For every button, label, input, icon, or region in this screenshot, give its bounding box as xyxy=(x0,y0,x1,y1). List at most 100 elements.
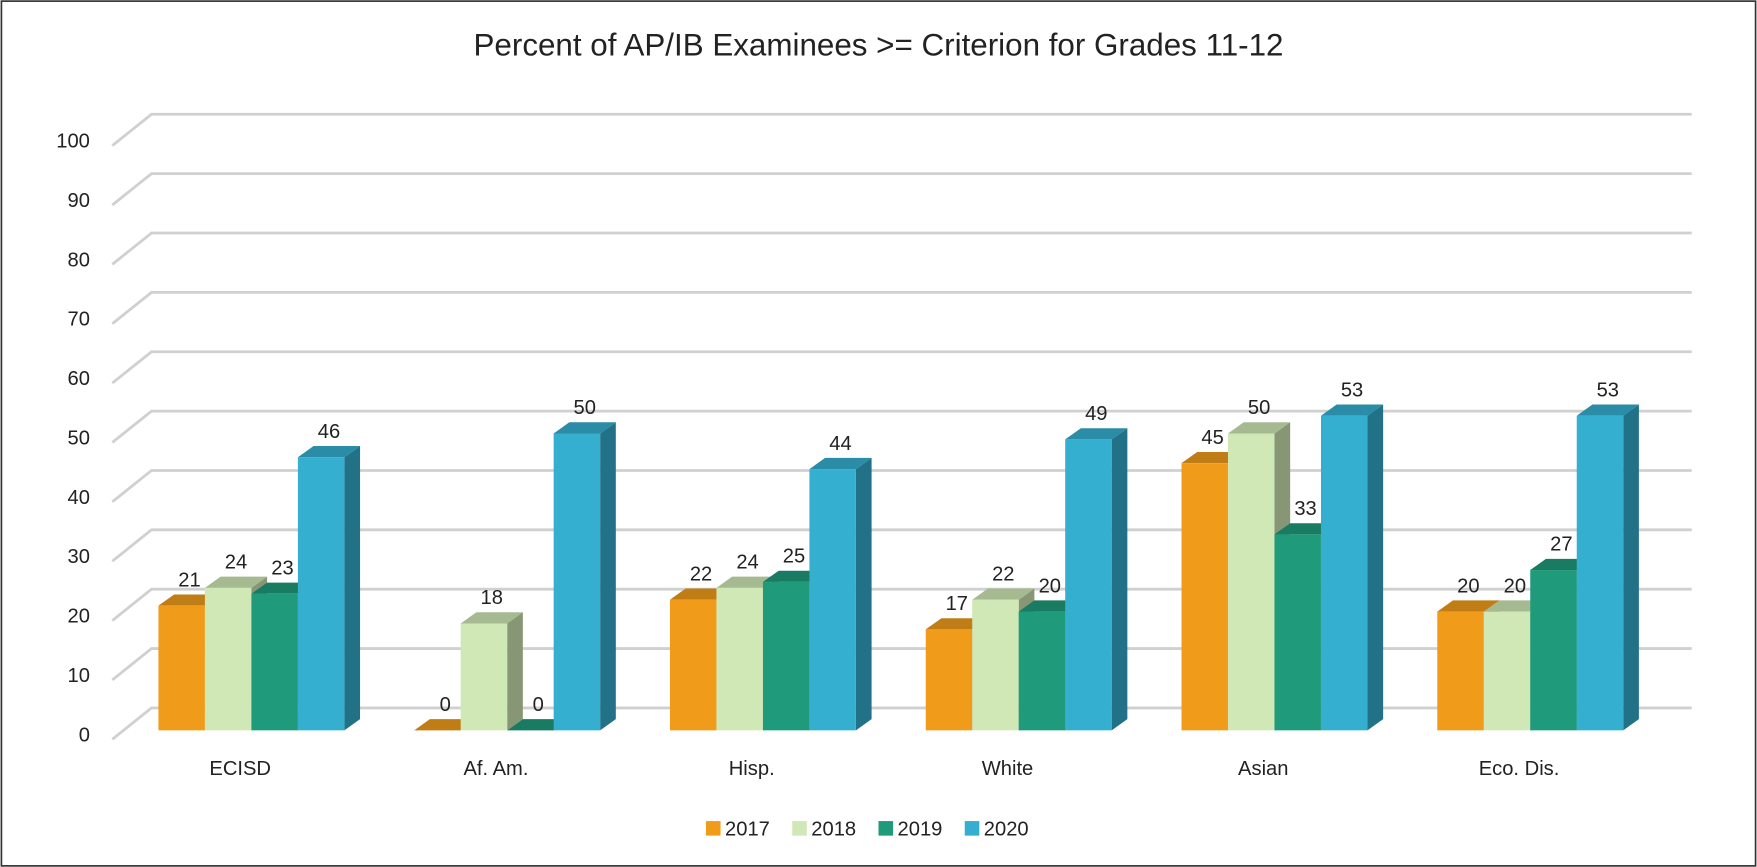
value-label: 21 xyxy=(178,569,200,591)
y-tick-label: 10 xyxy=(67,665,89,687)
bar-front xyxy=(1018,611,1066,731)
bar-front xyxy=(1227,433,1275,731)
bar-front xyxy=(669,599,717,731)
x-tick-label: White xyxy=(982,758,1034,780)
legend-label: 2020 xyxy=(984,818,1029,840)
bar-front xyxy=(1576,415,1624,731)
grid-line xyxy=(111,528,1692,563)
chart-title: Percent of AP/IB Examinees >= Criterion … xyxy=(474,27,1284,62)
bar-front xyxy=(1437,611,1484,731)
bar-side xyxy=(507,612,523,731)
bar-top xyxy=(972,588,1035,600)
bar-front xyxy=(251,593,298,731)
bar-front xyxy=(1320,415,1368,731)
value-label: 46 xyxy=(318,421,340,443)
bar-top xyxy=(460,612,523,624)
value-label: 24 xyxy=(225,552,247,574)
value-label: 53 xyxy=(1597,379,1619,401)
bar-side xyxy=(855,457,872,731)
value-label: 0 xyxy=(440,694,451,716)
legend-swatch xyxy=(792,821,807,836)
grid-line xyxy=(111,290,1692,325)
bar-front xyxy=(1483,611,1531,731)
bar xyxy=(297,446,361,731)
legend-label: 2018 xyxy=(811,818,856,840)
y-tick-label: 90 xyxy=(67,190,89,212)
bar-front xyxy=(809,469,856,731)
bar-side xyxy=(1367,404,1384,731)
bar-side xyxy=(1111,428,1128,731)
legend-swatch xyxy=(964,821,980,836)
value-label: 27 xyxy=(1550,534,1572,556)
value-label: 50 xyxy=(574,397,596,419)
bar-top xyxy=(1576,404,1639,416)
grid-line xyxy=(111,647,1692,682)
legend-swatch xyxy=(705,821,721,836)
bar-front xyxy=(925,629,973,731)
legend-swatch xyxy=(878,821,894,836)
bar-top xyxy=(809,457,872,470)
x-tick-label: Asian xyxy=(1238,758,1288,780)
bar-front xyxy=(716,587,763,731)
bar xyxy=(1065,428,1128,731)
legend-label: 2017 xyxy=(725,818,770,840)
value-label: 50 xyxy=(1248,397,1270,419)
value-label: 24 xyxy=(736,552,758,574)
value-label: 22 xyxy=(992,563,1014,585)
bar-side xyxy=(1623,404,1639,731)
grid-line xyxy=(111,231,1692,266)
bar-front xyxy=(1181,463,1228,731)
y-tick-label: 100 xyxy=(56,131,90,153)
bar xyxy=(1320,404,1384,731)
bar-front xyxy=(1274,534,1321,731)
value-label: 0 xyxy=(533,694,544,716)
bar-top xyxy=(204,576,268,588)
grid-line xyxy=(111,409,1692,444)
value-label: 20 xyxy=(1504,575,1526,597)
bar-side xyxy=(344,446,361,731)
value-label: 23 xyxy=(271,557,293,579)
y-tick-label: 20 xyxy=(67,606,89,628)
value-label: 53 xyxy=(1341,379,1363,401)
value-label: 25 xyxy=(783,546,805,568)
grid-line xyxy=(111,706,1692,741)
bar-front xyxy=(553,433,601,731)
bar-top xyxy=(1320,404,1384,416)
bar-top xyxy=(297,446,361,458)
bar-front xyxy=(1530,570,1577,731)
grid-line xyxy=(111,112,1692,147)
value-label: 49 xyxy=(1085,403,1107,425)
bar xyxy=(1576,404,1639,731)
value-label: 45 xyxy=(1201,427,1223,449)
bar-front xyxy=(204,587,252,731)
bar xyxy=(809,457,872,731)
y-tick-label: 40 xyxy=(67,487,89,509)
bar-front xyxy=(972,599,1019,731)
x-tick-label: ECISD xyxy=(209,758,271,780)
value-label: 18 xyxy=(481,587,503,609)
value-label: 20 xyxy=(1039,575,1061,597)
y-tick-label: 70 xyxy=(67,309,89,331)
y-tick-label: 60 xyxy=(67,368,89,390)
bar-front xyxy=(297,457,345,731)
bar-top xyxy=(553,422,616,434)
bar-front xyxy=(158,605,205,731)
x-tick-label: Af. Am. xyxy=(463,758,528,780)
bar-front xyxy=(460,623,508,731)
grid-line xyxy=(111,350,1692,385)
value-label: 22 xyxy=(690,563,712,585)
x-tick-label: Hisp. xyxy=(729,758,775,780)
grid-line xyxy=(111,469,1692,503)
bar-top xyxy=(1227,422,1291,434)
y-tick-label: 50 xyxy=(67,427,89,449)
value-label: 20 xyxy=(1457,575,1479,597)
grid-line xyxy=(111,172,1692,207)
value-label: 33 xyxy=(1294,498,1316,520)
value-label: 17 xyxy=(946,593,968,615)
bar-top xyxy=(1065,428,1128,440)
y-tick-label: 0 xyxy=(79,724,90,746)
y-tick-label: 30 xyxy=(67,546,89,568)
bar-top xyxy=(1437,600,1500,612)
